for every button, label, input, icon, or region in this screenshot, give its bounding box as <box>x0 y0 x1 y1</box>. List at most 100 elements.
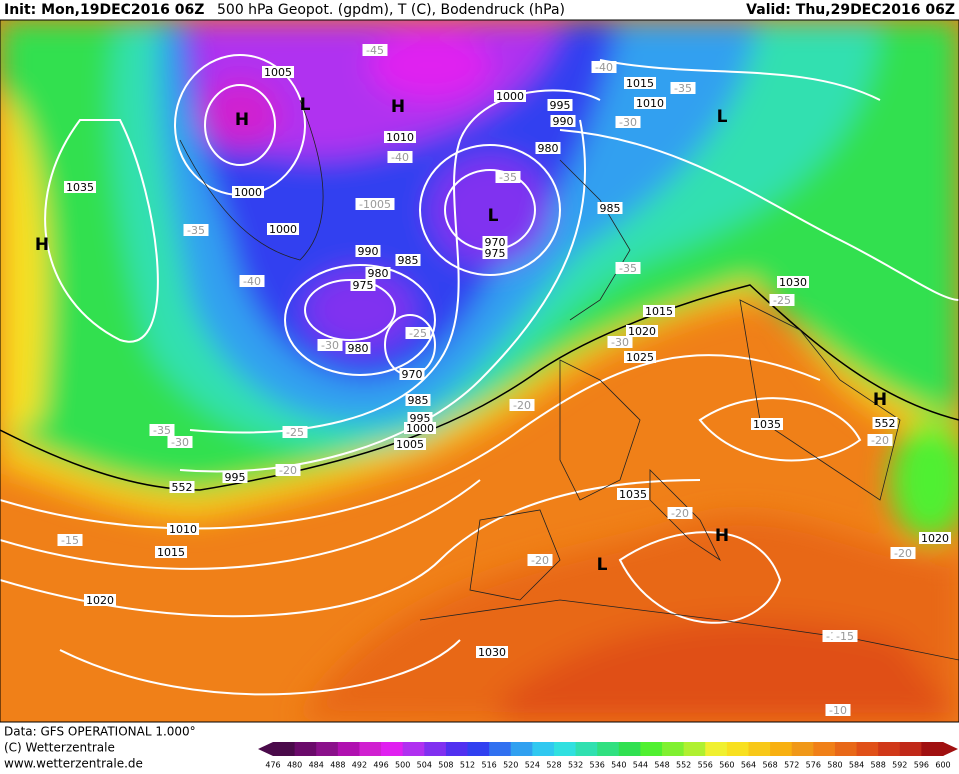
legend-level: 476 <box>265 761 280 770</box>
isobar-label: 1010 <box>636 97 664 110</box>
label-box <box>482 247 508 259</box>
isobar-label: 980 <box>368 267 389 280</box>
label-box <box>617 488 649 500</box>
label-box <box>494 90 526 102</box>
legend-level: 592 <box>892 761 907 770</box>
isobar-label: 1020 <box>921 532 949 545</box>
label-box <box>384 131 416 143</box>
legend-swatch <box>553 742 577 756</box>
legend-swatch <box>510 742 533 756</box>
legend-level: 564 <box>741 761 756 770</box>
temperature-label: -35 <box>499 171 517 184</box>
label-box <box>405 327 431 339</box>
map-frame <box>0 19 959 723</box>
pressure-center: L <box>597 555 608 575</box>
legend-swatch <box>662 742 685 756</box>
legend-swatch <box>467 742 490 756</box>
legend-swatch <box>273 742 296 756</box>
temperature-label: -30 <box>321 339 339 352</box>
pressure-center: H <box>235 110 249 130</box>
legend-swatch <box>618 742 641 756</box>
pressure-center: H <box>873 390 887 410</box>
isobar-label: 1005 <box>264 66 292 79</box>
isobar-label: 980 <box>348 342 369 355</box>
isobar-label: 985 <box>600 202 621 215</box>
isobar-label: 1020 <box>628 325 656 338</box>
legend-swatch <box>316 742 339 756</box>
isobar-label: 1025 <box>626 351 654 364</box>
label-box <box>476 646 508 658</box>
label-box <box>547 99 573 111</box>
legend-swatch <box>705 742 728 756</box>
temperature-label: -20 <box>871 434 889 447</box>
legend-level: 480 <box>287 761 302 770</box>
temperature-label: -25 <box>286 426 304 439</box>
legend-level: 560 <box>719 761 734 770</box>
pressure-center: L <box>300 95 311 115</box>
label-box <box>482 236 508 248</box>
temperature-label: -20 <box>894 547 912 560</box>
legend-level: 496 <box>373 761 388 770</box>
isobar-label: 1000 <box>234 186 262 199</box>
temperature-label: -45 <box>366 44 384 57</box>
label-box <box>825 704 851 716</box>
label-box <box>509 399 535 411</box>
label-box <box>407 412 433 424</box>
legend-level: 532 <box>568 761 583 770</box>
legend-level: 484 <box>309 761 324 770</box>
label-box <box>591 61 617 73</box>
isobar-label: 1020 <box>86 594 114 607</box>
isobar-label: 995 <box>225 471 246 484</box>
isobar-label: 995 <box>550 99 571 112</box>
label-box <box>345 342 371 354</box>
copyright: (C) Wetterzentrale <box>4 741 115 755</box>
legend-swatch <box>856 742 879 756</box>
label-box <box>751 418 783 430</box>
legend-swatch <box>640 742 663 756</box>
temperature-label: -35 <box>674 82 692 95</box>
legend-level: 504 <box>417 761 432 770</box>
isobar-label: 970 <box>485 236 506 249</box>
isobar-label: 1000 <box>496 90 524 103</box>
temperature-label: -20 <box>513 399 531 412</box>
legend-arrow <box>943 742 958 756</box>
label-box <box>262 66 294 78</box>
legend-swatch <box>791 742 814 756</box>
label-box <box>239 275 265 287</box>
label-box <box>769 294 795 306</box>
label-box <box>232 186 264 198</box>
label-box <box>615 262 641 274</box>
legend-swatch <box>294 742 317 756</box>
label-box <box>355 198 395 210</box>
isobar-label: 1035 <box>753 418 781 431</box>
temperature-label: -40 <box>243 275 261 288</box>
legend-level: 492 <box>352 761 367 770</box>
legend-level: 600 <box>935 761 950 770</box>
isobar-label: 990 <box>358 245 379 258</box>
label-box <box>832 630 858 642</box>
temperature-label: -1005 <box>359 198 391 211</box>
isobar-label: 985 <box>398 254 419 267</box>
isobar-label: 1015 <box>157 546 185 559</box>
legend-swatch <box>813 742 836 756</box>
label-box <box>149 424 175 436</box>
isobar-label: 1010 <box>169 523 197 536</box>
legend-swatch <box>575 742 598 756</box>
label-box <box>643 305 675 317</box>
label-box <box>84 594 116 606</box>
temperature-label: -10 <box>829 704 847 717</box>
temperature-label: -15 <box>61 534 79 547</box>
legend-swatch <box>424 742 447 756</box>
label-box <box>404 422 436 434</box>
label-box <box>667 507 693 519</box>
legend-arrow <box>258 742 273 756</box>
label-box <box>624 77 656 89</box>
label-box <box>57 534 83 546</box>
label-box <box>399 368 425 380</box>
label-box <box>275 464 301 476</box>
isobar-label: 1035 <box>66 181 94 194</box>
label-box <box>317 339 343 351</box>
temperature-label: -35 <box>153 424 171 437</box>
label-box <box>597 202 623 214</box>
